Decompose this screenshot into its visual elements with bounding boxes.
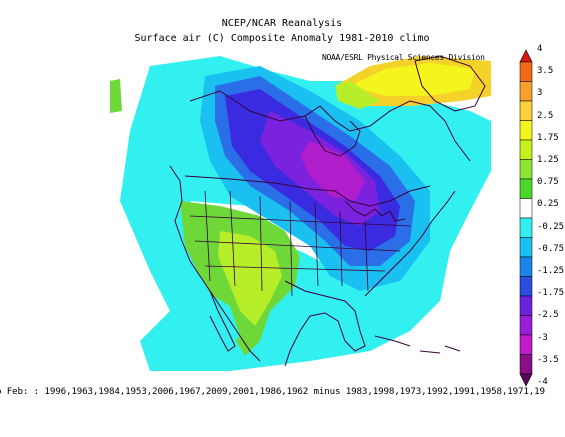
legend-tick-label: -4 [537, 377, 548, 387]
west-coast-line [169, 165, 261, 362]
greenland-line [414, 55, 486, 112]
legend-swatch [519, 159, 533, 180]
legend-tick-label: -3.5 [537, 354, 559, 365]
green-pacific-strip [110, 79, 122, 113]
cyan-pacific-region [148, 231, 185, 271]
canada-north-line [189, 90, 471, 162]
legend-arrow-top [519, 49, 533, 63]
legend-tick-label: 1.75 [537, 132, 559, 143]
caribbean-line [374, 335, 461, 354]
legend-swatch [519, 256, 533, 277]
legend-tick-label: 3.5 [537, 66, 554, 77]
hudson-bay-line [304, 115, 361, 157]
legend-tick-label: 0.75 [537, 177, 559, 188]
legend-swatch [519, 120, 533, 141]
anomaly-map [110, 51, 491, 371]
legend-swatch [519, 81, 533, 102]
legend-swatch [519, 61, 533, 82]
legend-tick-label: -1.25 [537, 266, 565, 276]
legend-swatch [519, 237, 533, 258]
state-borders [189, 190, 411, 297]
gulf-coast-line [284, 280, 366, 367]
legend-swatch [519, 334, 533, 355]
great-lakes-line [344, 200, 406, 222]
anomaly-map-svg [110, 51, 491, 371]
legend-swatch [519, 295, 533, 316]
legend-tick-label: -2.5 [537, 310, 559, 321]
green-northeast-fringe [335, 81, 380, 109]
state-border-3 [259, 195, 263, 292]
coastline-layer [169, 55, 486, 367]
state-border-8 [189, 215, 411, 227]
cyan-southwest-intrusion [198, 291, 240, 351]
legend-tick-label: 0.25 [537, 199, 559, 210]
baja-line [209, 290, 236, 352]
state-border-9 [194, 240, 401, 252]
state-border-10 [204, 265, 386, 272]
legend-tick-label: 2.5 [537, 110, 554, 121]
map-subtitle: Surface air (C) Composite Anomaly 1981-2… [134, 33, 430, 44]
color-legend-swatches [519, 49, 533, 387]
yellow-northeast-core [350, 63, 475, 96]
legend-swatch [519, 217, 533, 238]
us-canada-border [184, 175, 431, 207]
state-border-4 [289, 200, 293, 297]
legend-swatch [519, 315, 533, 336]
legend-tick-label: 3 [537, 88, 543, 99]
white-top-left [110, 51, 170, 76]
legend-swatch [519, 100, 533, 121]
legend-tick-label: 4 [537, 44, 543, 54]
state-border-5 [314, 202, 319, 287]
state-border-7 [364, 220, 369, 292]
legend-swatch [519, 354, 533, 375]
legend-swatch [519, 139, 533, 160]
data-credit: NOAA/ESRL Physical Sciences Division [322, 53, 485, 62]
legend-swatch [519, 276, 533, 297]
composite-years-footer: o Feb: : 1996,1963,1984,1953,2006,1967,2… [0, 386, 545, 397]
east-coast-line [364, 190, 456, 297]
state-border-2 [229, 190, 236, 287]
map-title: NCEP/NCAR Reanalysis [221, 18, 343, 29]
legend-swatch [519, 178, 533, 199]
yellow-green-southwest [218, 231, 282, 326]
legend-tick-label: -1.75 [537, 288, 565, 299]
magenta-core [300, 141, 365, 201]
legend-swatch [519, 198, 533, 219]
legend-tick-label: -3 [537, 332, 548, 343]
legend-tick-label: -0.75 [537, 243, 565, 254]
legend-arrow-bottom [519, 373, 533, 387]
legend-tick-label: 1.25 [537, 155, 559, 165]
legend-tick-label: -0.25 [537, 221, 565, 232]
